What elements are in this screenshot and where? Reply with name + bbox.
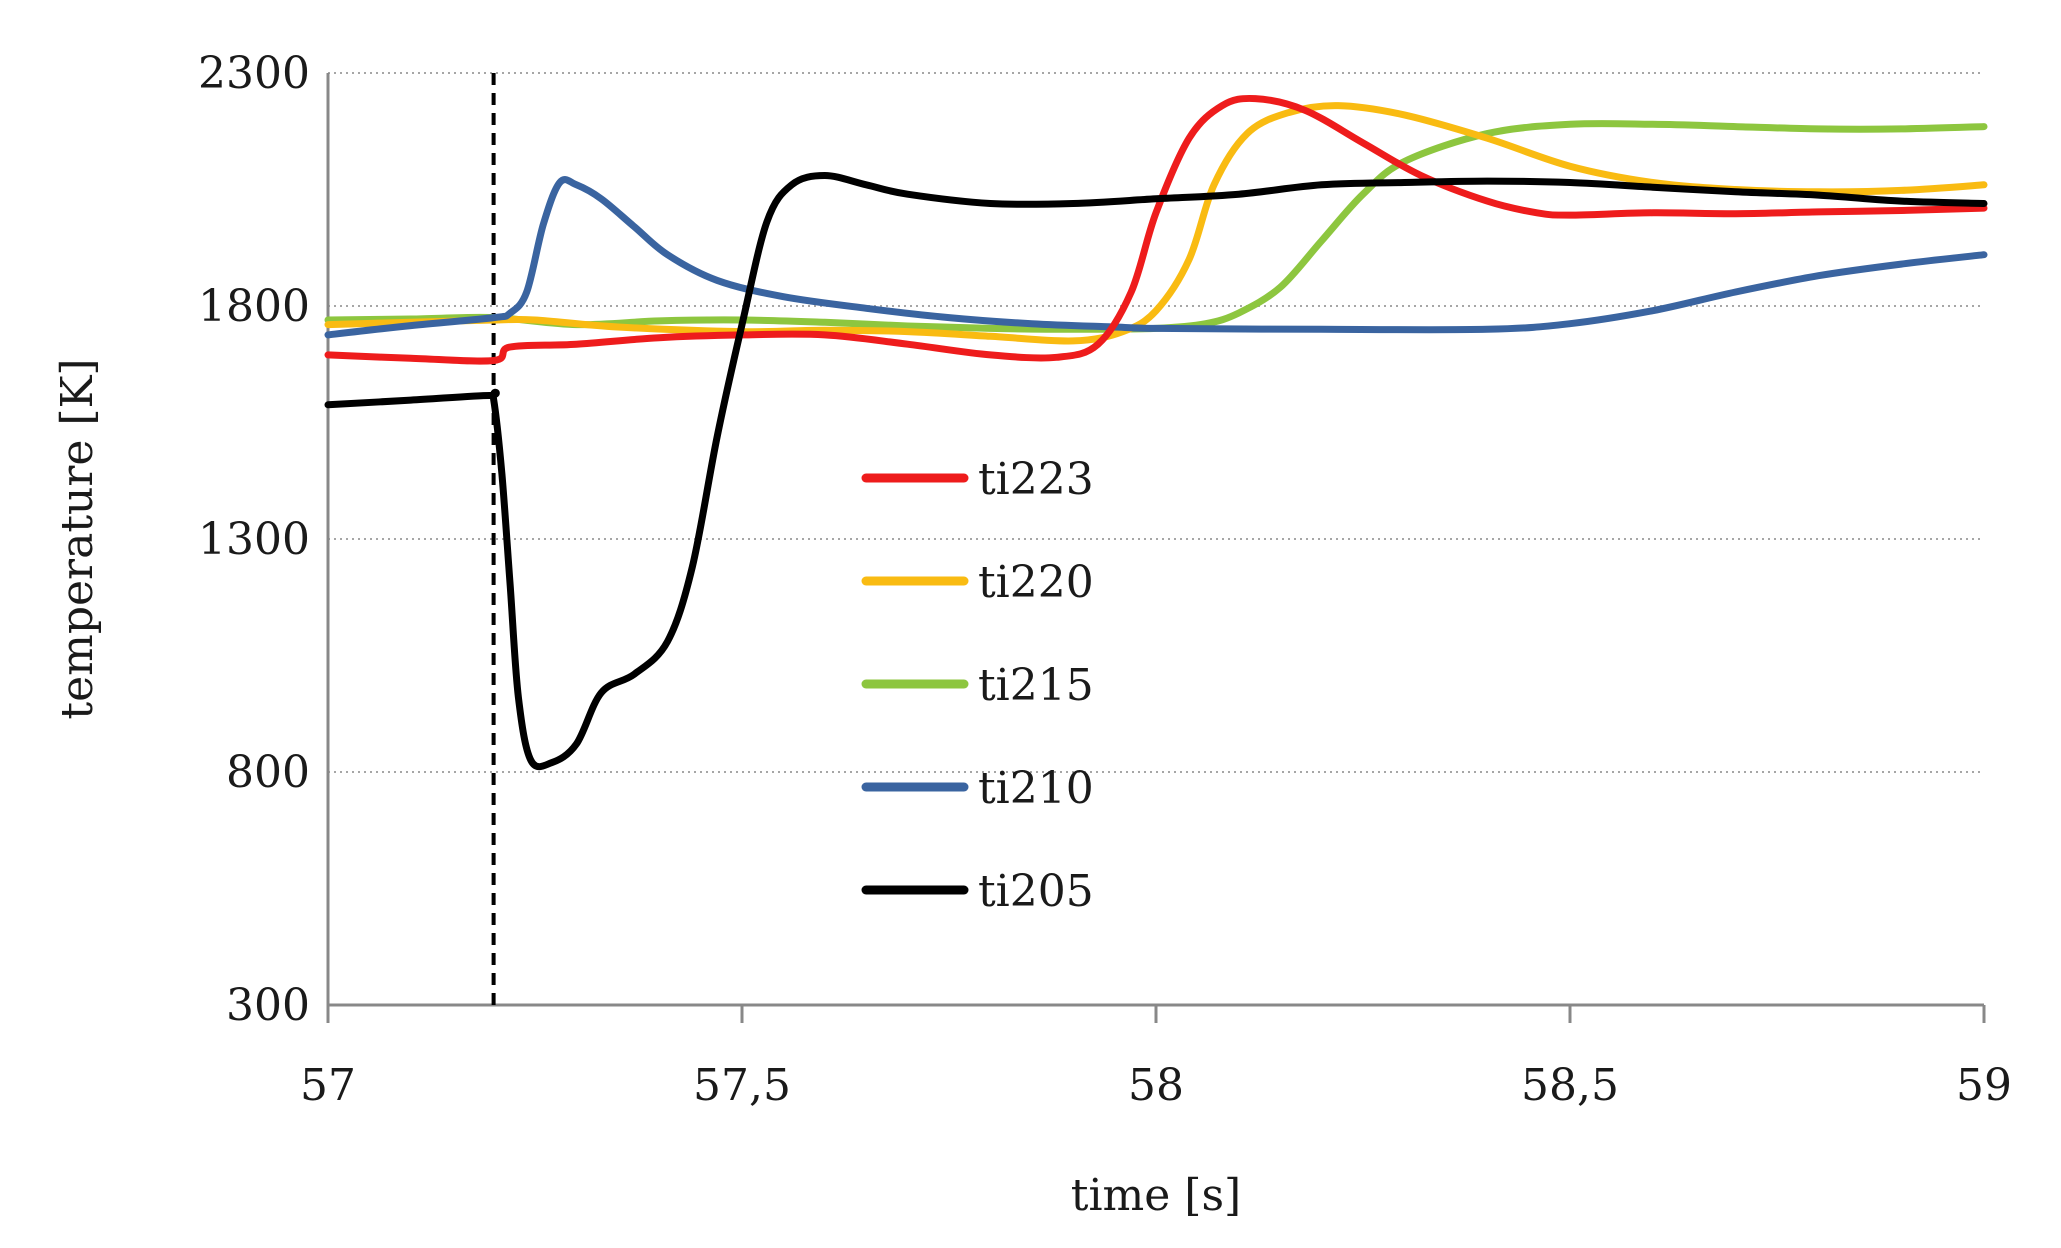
x-tick-label: 59 [1956, 1060, 2012, 1111]
y-tick-label: 300 [226, 980, 310, 1031]
legend-label-ti210: ti210 [978, 763, 1094, 814]
y-tick-label: 1300 [198, 514, 310, 565]
x-tick-label: 57 [300, 1060, 356, 1111]
axes [326, 73, 1986, 1023]
y-tick-label: 800 [226, 747, 310, 798]
legend-label-ti223: ti223 [978, 454, 1094, 505]
x-tick-label: 57,5 [693, 1060, 791, 1111]
legend-label-ti215: ti215 [978, 660, 1094, 711]
series-line-ti210 [324, 176, 1988, 339]
series-lines [324, 94, 1988, 771]
y-axis-title: temperature [K] [52, 358, 103, 719]
y-tick-label: 2300 [198, 48, 310, 99]
y-tick-label: 1800 [198, 281, 310, 332]
tick-labels: 300 800 1300 1800 2300 57 57,5 58 58,5 59 [198, 48, 2012, 1111]
legend: ti223 ti220 ti215 ti210 ti205 [861, 454, 1094, 917]
legend-label-ti205: ti205 [978, 866, 1094, 917]
x-tick-label: 58 [1128, 1060, 1184, 1111]
gridlines [328, 72, 1984, 773]
x-tick-label: 58,5 [1521, 1060, 1619, 1111]
series-line-ti215 [324, 119, 1988, 333]
x-axis-title: time [s] [1071, 1170, 1241, 1221]
legend-label-ti220: ti220 [978, 557, 1094, 608]
series-line-ti223 [324, 94, 1988, 365]
series-line-ti220 [324, 102, 1988, 345]
series-line-ti205 [324, 172, 1988, 771]
